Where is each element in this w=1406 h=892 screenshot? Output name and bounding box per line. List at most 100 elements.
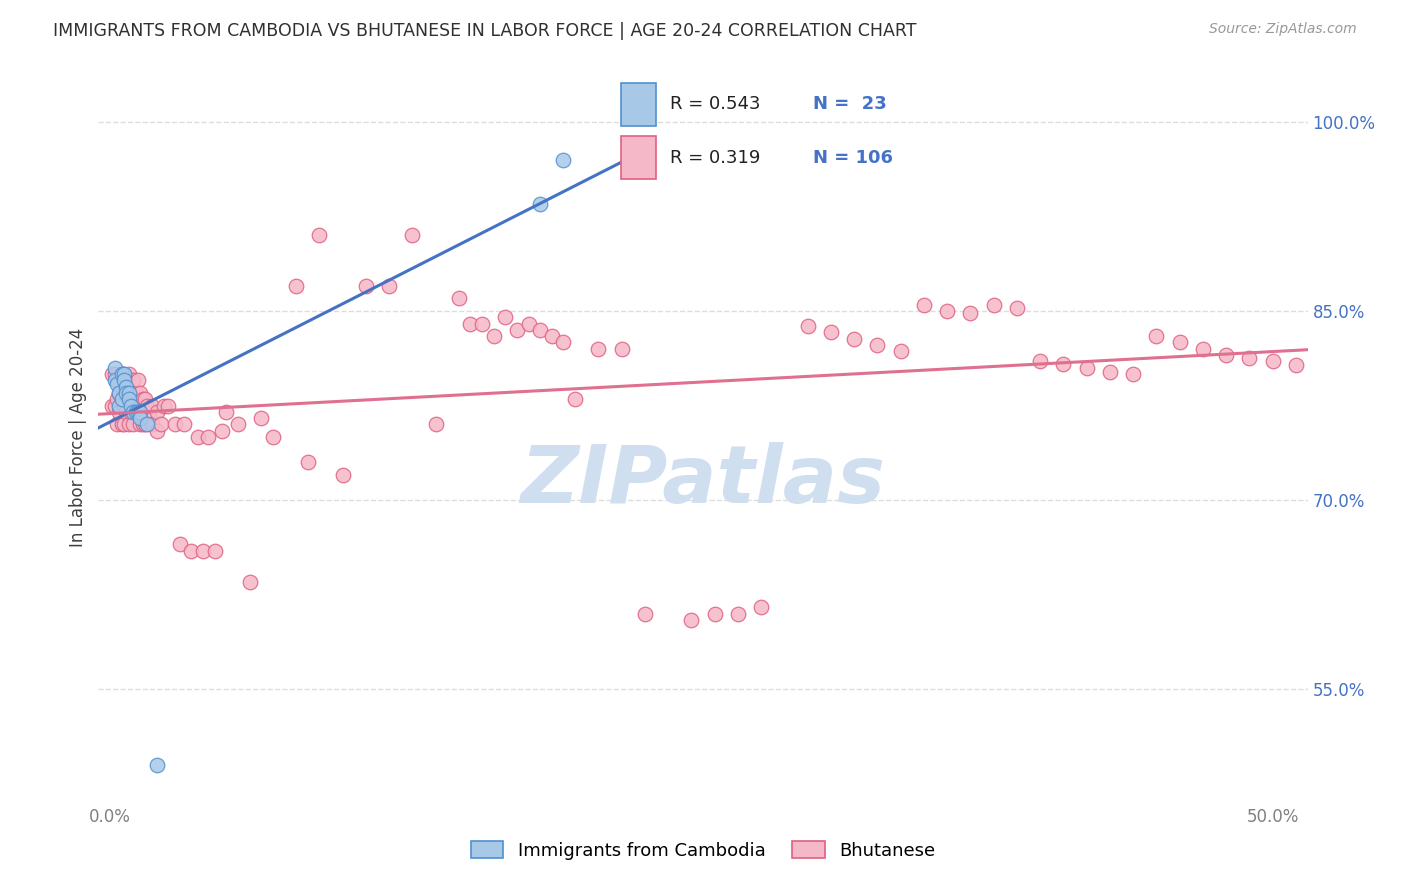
Point <box>1168 335 1191 350</box>
Point <box>494 310 516 325</box>
Point <box>285 278 308 293</box>
Point <box>226 417 249 432</box>
Point <box>104 373 127 387</box>
Point <box>912 298 935 312</box>
Point <box>124 405 146 419</box>
Point <box>104 367 127 381</box>
Point <box>129 386 152 401</box>
Point <box>108 386 131 401</box>
Text: Source: ZipAtlas.com: Source: ZipAtlas.com <box>1209 22 1357 37</box>
Point <box>844 332 866 346</box>
Point <box>553 335 575 350</box>
Point <box>118 367 141 381</box>
Point <box>108 405 131 419</box>
Point <box>112 399 135 413</box>
Point <box>141 417 163 432</box>
Point <box>332 467 354 482</box>
Point <box>517 317 540 331</box>
Point <box>145 424 167 438</box>
Point <box>1098 364 1121 378</box>
Point <box>112 373 135 387</box>
Point <box>703 607 725 621</box>
Point <box>197 430 219 444</box>
Point <box>141 399 163 413</box>
Point <box>211 424 233 438</box>
Point <box>1029 354 1052 368</box>
Point <box>308 228 330 243</box>
Point <box>118 386 141 401</box>
Point <box>122 373 145 387</box>
Point <box>136 417 159 432</box>
Point <box>104 360 127 375</box>
Point <box>482 329 505 343</box>
Point <box>187 430 209 444</box>
Point <box>112 367 135 381</box>
Y-axis label: In Labor Force | Age 20-24: In Labor Force | Age 20-24 <box>69 327 87 547</box>
Point <box>129 417 152 432</box>
Point <box>129 405 152 419</box>
Point <box>215 405 238 419</box>
Point <box>115 405 138 419</box>
Point <box>101 399 124 413</box>
Point <box>145 405 167 419</box>
Point <box>131 417 153 432</box>
Point <box>122 405 145 419</box>
Point <box>124 386 146 401</box>
Point <box>127 373 149 387</box>
Point <box>111 367 134 381</box>
Point <box>1192 342 1215 356</box>
Point <box>681 613 703 627</box>
Point <box>118 392 141 407</box>
Point <box>506 323 529 337</box>
Text: IMMIGRANTS FROM CAMBODIA VS BHUTANESE IN LABOR FORCE | AGE 20-24 CORRELATION CHA: IMMIGRANTS FROM CAMBODIA VS BHUTANESE IN… <box>53 22 917 40</box>
Point <box>105 373 128 387</box>
Point <box>727 607 749 621</box>
Point <box>425 417 447 432</box>
Point <box>105 377 128 392</box>
Point <box>111 417 134 432</box>
Point <box>101 367 124 381</box>
Point <box>157 399 180 413</box>
Point <box>131 392 153 407</box>
Point <box>936 304 959 318</box>
Point <box>1285 358 1308 372</box>
Point <box>111 367 134 381</box>
Point <box>173 417 195 432</box>
Point <box>890 344 912 359</box>
Point <box>250 411 273 425</box>
Point <box>134 417 156 432</box>
Point <box>115 386 138 401</box>
Point <box>297 455 319 469</box>
Point <box>1052 357 1074 371</box>
Point <box>112 367 135 381</box>
Point <box>529 323 551 337</box>
Text: ZIPatlas: ZIPatlas <box>520 442 886 520</box>
Point <box>152 399 174 413</box>
Point <box>105 417 128 432</box>
Point <box>540 329 562 343</box>
Point <box>120 386 142 401</box>
Point <box>122 392 145 407</box>
Point <box>108 386 131 401</box>
Point <box>354 278 377 293</box>
Point <box>136 399 159 413</box>
Point <box>1215 348 1237 362</box>
Point <box>460 317 482 331</box>
Point <box>111 392 134 407</box>
Point <box>165 417 187 432</box>
Point <box>553 153 575 167</box>
Point <box>120 405 142 419</box>
Point <box>111 392 134 407</box>
Point <box>204 543 226 558</box>
Point <box>1261 354 1284 368</box>
Point <box>180 543 202 558</box>
Point <box>471 317 494 331</box>
Point <box>138 411 160 425</box>
Point <box>150 417 173 432</box>
Point <box>588 342 610 356</box>
Point <box>1144 329 1167 343</box>
Point <box>122 417 145 432</box>
Point <box>1122 367 1144 381</box>
Point <box>983 298 1005 312</box>
Point <box>796 319 818 334</box>
